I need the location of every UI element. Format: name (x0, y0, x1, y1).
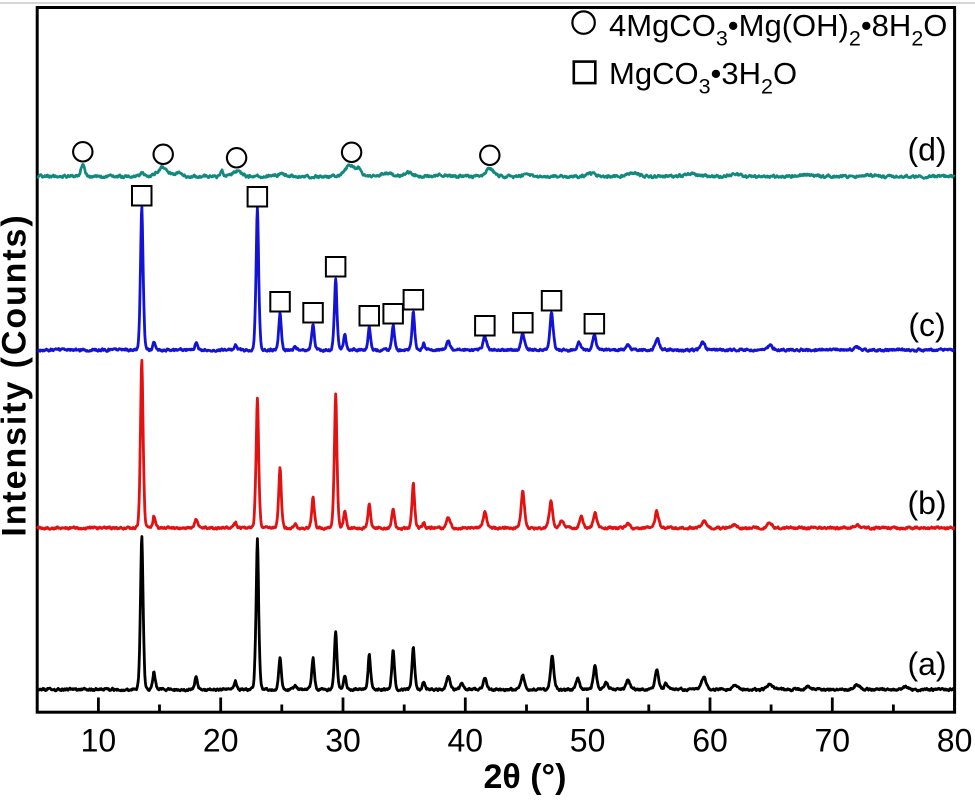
svg-text:MgCO3​•3H2​O: MgCO3​•3H2​O (609, 56, 797, 99)
svg-text:(b): (b) (907, 485, 946, 521)
svg-text:Intensity (Counts): Intensity (Counts) (0, 213, 34, 536)
svg-text:80: 80 (937, 723, 973, 759)
svg-text:40: 40 (448, 723, 484, 759)
svg-text:70: 70 (815, 723, 851, 759)
svg-text:2θ (°): 2θ (°) (484, 758, 567, 796)
svg-text:4MgCO3​•Mg(OH)2​•8H2​O: 4MgCO3​•Mg(OH)2​•8H2​O (609, 8, 947, 51)
svg-text:(d): (d) (907, 132, 946, 168)
svg-text:20: 20 (203, 723, 239, 759)
svg-text:50: 50 (570, 723, 606, 759)
svg-text:10: 10 (81, 723, 117, 759)
svg-text:(c): (c) (908, 307, 945, 343)
svg-text:(a): (a) (907, 646, 946, 682)
svg-text:30: 30 (325, 723, 361, 759)
svg-text:60: 60 (692, 723, 728, 759)
